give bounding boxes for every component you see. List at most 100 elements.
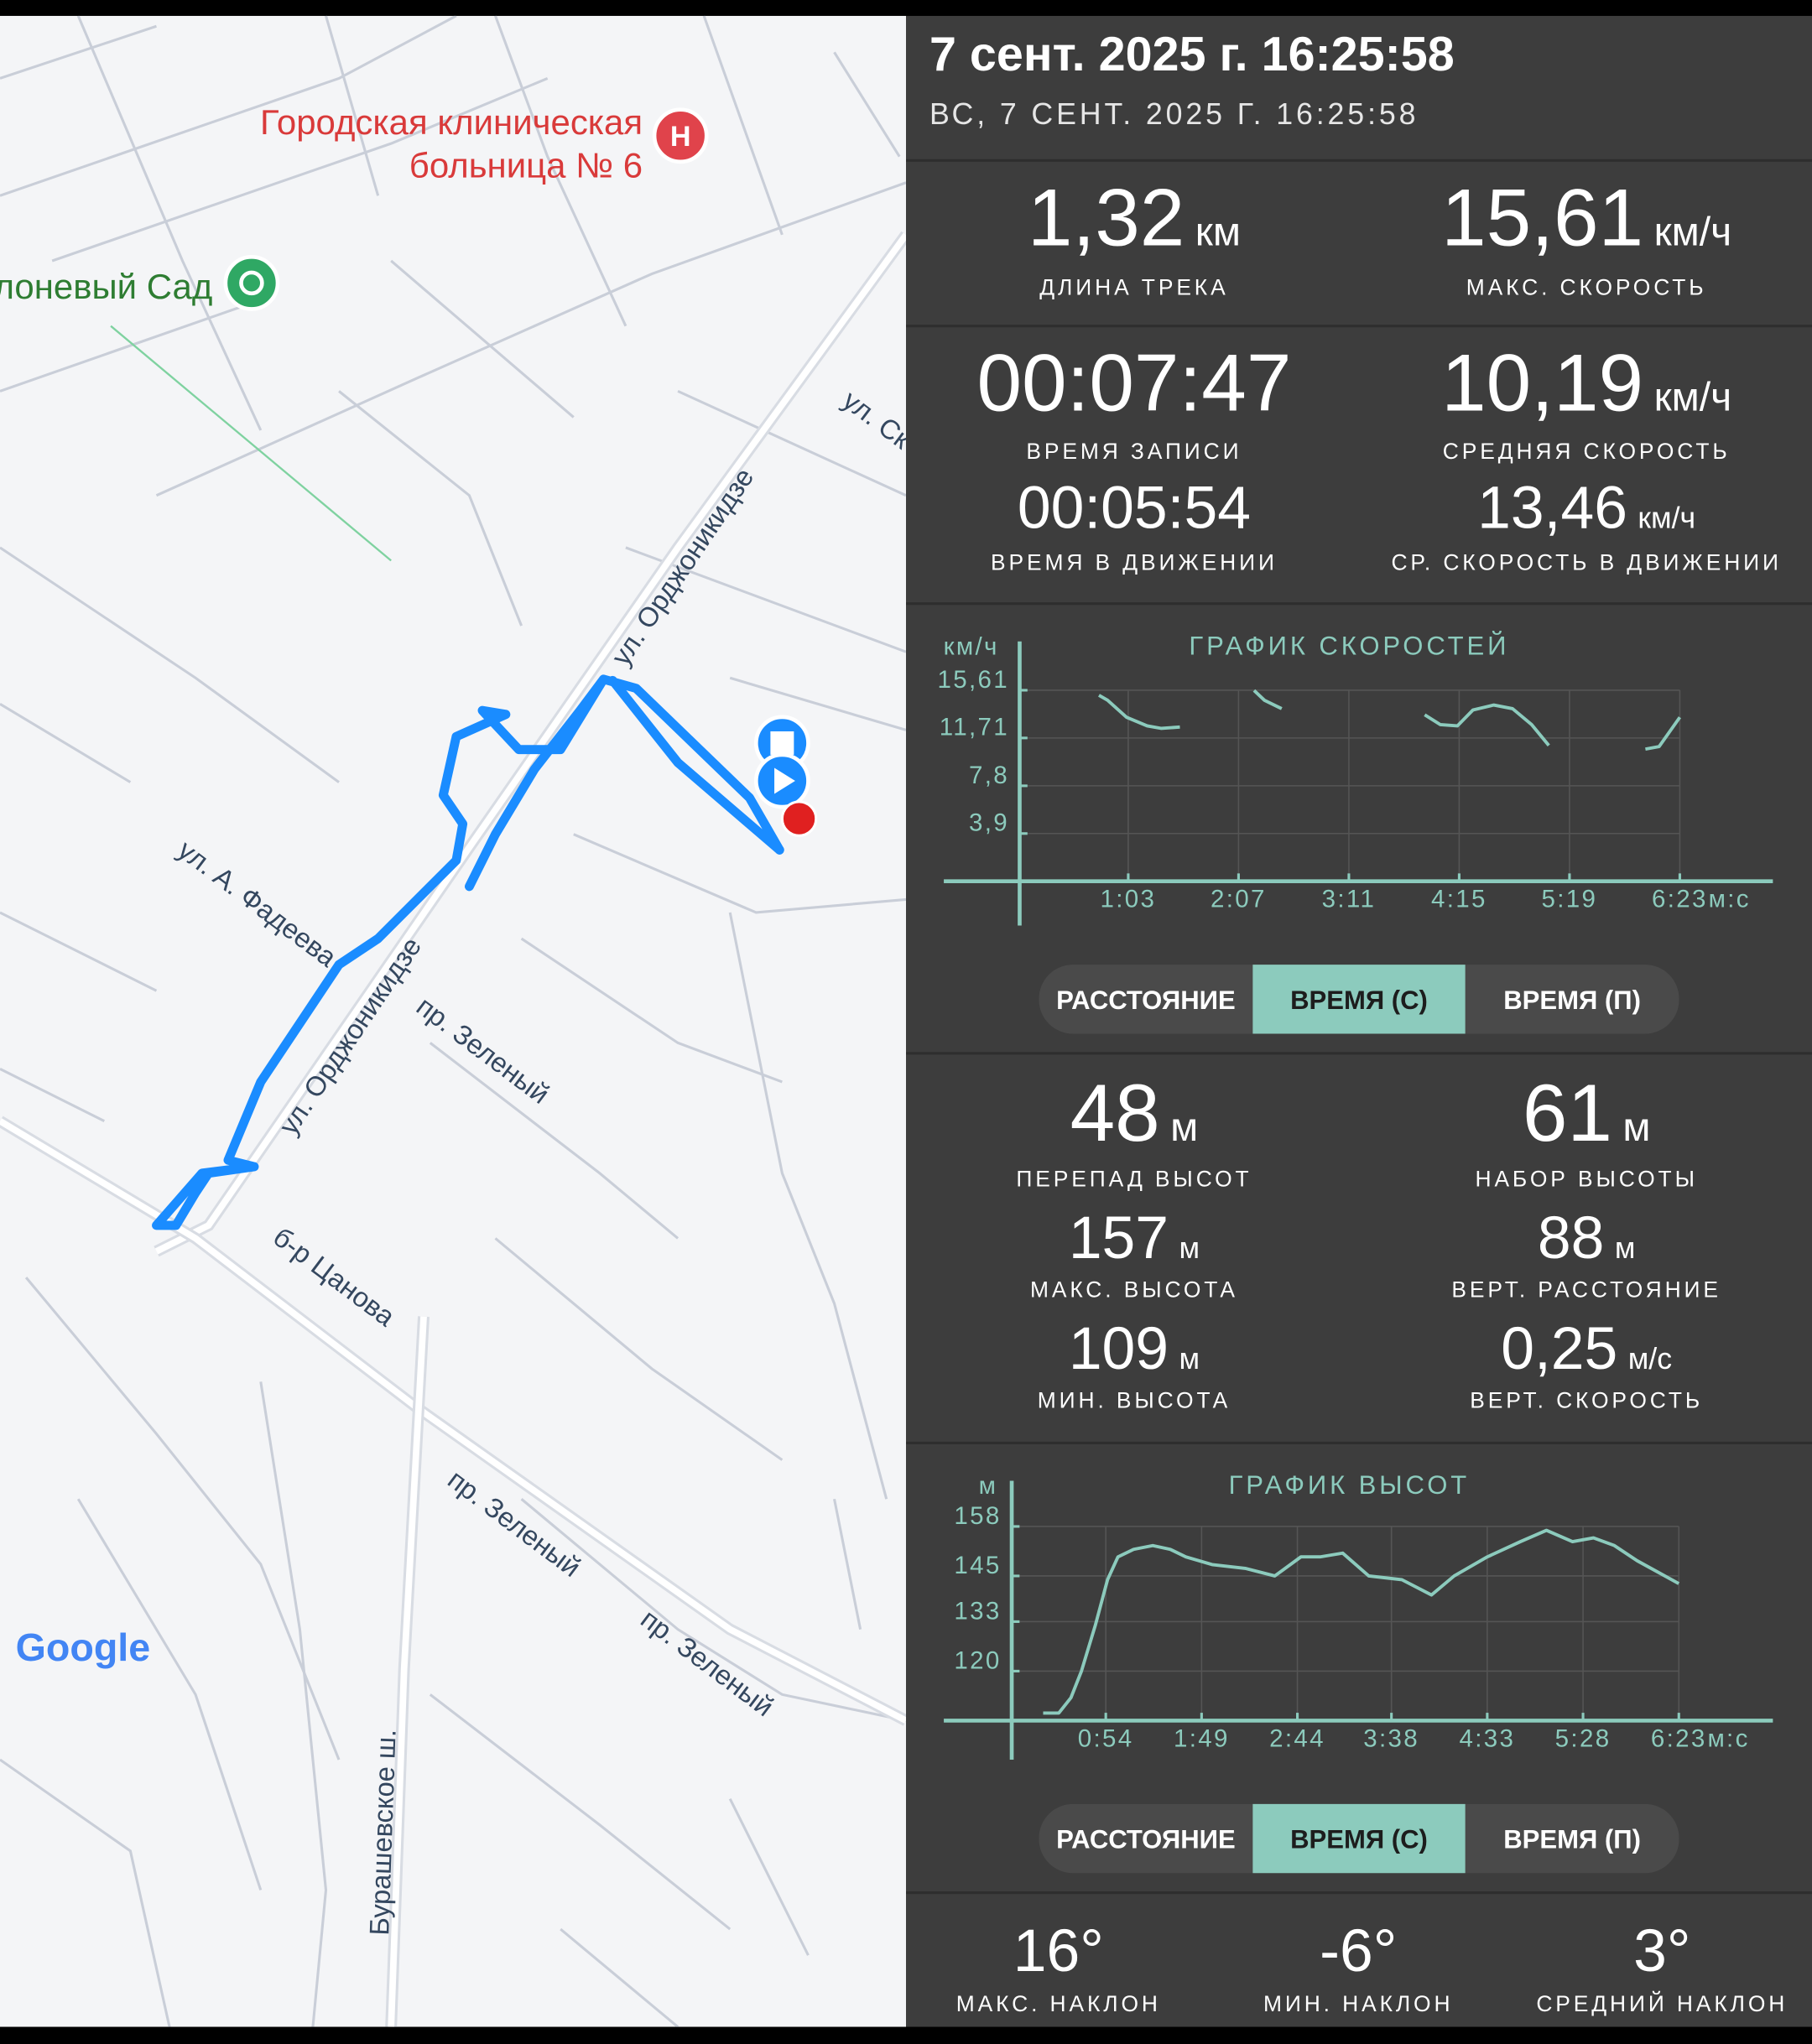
y-axis-label: м xyxy=(979,1472,998,1500)
stat-unit: км xyxy=(1195,209,1241,254)
stat-number: 3° xyxy=(1633,1917,1690,1984)
y-tick-label: 11,71 xyxy=(940,714,1009,741)
poi-label[interactable]: Городская клиническая xyxy=(260,102,643,142)
toggle-active[interactable] xyxy=(1252,965,1466,1034)
y-axis-label: км/ч xyxy=(944,632,999,660)
stat-label: МАКС. ВЫСОТА xyxy=(1030,1277,1238,1302)
hospital-icon-letter: H xyxy=(670,121,691,153)
stat-value: 13,46 км/ч xyxy=(1477,475,1695,542)
stat-number: 0,25 xyxy=(1501,1315,1617,1382)
stat-value: 3° xyxy=(1633,1917,1690,1984)
y-tick-label: 3,9 xyxy=(969,809,1009,837)
stat-label: ПЕРЕПАД ВЫСОТ xyxy=(1016,1166,1252,1191)
x-tick-label: 6:23 xyxy=(1651,1725,1707,1753)
track xyxy=(152,674,784,1230)
stat-number: 10,19 xyxy=(1441,339,1643,429)
stat-number: 00:05:54 xyxy=(1018,475,1251,542)
stat-unit: км/ч xyxy=(1654,375,1732,420)
stat-value: 61 м xyxy=(1523,1069,1651,1158)
stat-number: 15,61 xyxy=(1441,173,1643,263)
minor-roads xyxy=(0,14,907,2028)
stat-number: 109 xyxy=(1069,1315,1169,1382)
header-subtitle: ВС, 7 СЕНТ. 2025 Г. 16:25:58 xyxy=(929,97,1419,131)
stat-label: СРЕДНИЙ НАКЛОН xyxy=(1536,1991,1788,2016)
stat-value: 16° xyxy=(1013,1917,1104,1984)
stat-number: 13,46 xyxy=(1477,475,1627,542)
street-label: Бурашевское ш. xyxy=(363,1729,402,1936)
stop-icon xyxy=(770,731,794,755)
stat-value: 00:07:47 xyxy=(976,339,1291,429)
data-line xyxy=(1043,1528,1680,1715)
stat-label: ВРЕМЯ В ДВИЖЕНИИ xyxy=(991,549,1278,575)
y-tick-label: 7,8 xyxy=(969,762,1009,789)
y-tick-label: 158 xyxy=(954,1502,1001,1530)
x-tick-label: 4:33 xyxy=(1459,1725,1515,1753)
toggle-active[interactable] xyxy=(1252,1803,1466,1874)
y-tick-label: 120 xyxy=(954,1646,1001,1674)
x-tick-label: 1:03 xyxy=(1101,886,1157,913)
stat-number: -6° xyxy=(1320,1917,1397,1984)
stat-value: -6° xyxy=(1320,1917,1397,1984)
x-tick-label: 3:11 xyxy=(1322,886,1377,913)
stat-value: 48 м xyxy=(1070,1069,1199,1158)
header-title: 7 сент. 2025 г. 16:25:58 xyxy=(929,28,1455,81)
stat-label: МАКС. НАКЛОН xyxy=(956,1991,1161,2016)
stat-label: МИН. НАКЛОН xyxy=(1263,1991,1453,2016)
position-marker[interactable] xyxy=(780,800,818,837)
status-bar xyxy=(0,0,1812,16)
stat-label: ВРЕМЯ ЗАПИСИ xyxy=(1026,439,1242,464)
y-tick-label: 133 xyxy=(954,1597,1001,1625)
stat-value: 1,32 км xyxy=(1028,173,1241,263)
stat-label: ВЕРТ. СКОРОСТЬ xyxy=(1470,1387,1703,1412)
stat-value: 15,61 км/ч xyxy=(1441,173,1731,263)
x-tick-label: 5:28 xyxy=(1555,1725,1612,1753)
poi-label[interactable]: больница № 6 xyxy=(409,146,643,185)
toggle-button[interactable]: ВРЕМЯ (П) xyxy=(1503,986,1641,1015)
x-tick-label: 2:07 xyxy=(1211,886,1267,913)
stat-label: НАБОР ВЫСОТЫ xyxy=(1475,1166,1697,1191)
stat-label: СР. СКОРОСТЬ В ДВИЖЕНИИ xyxy=(1391,549,1781,575)
x-tick-label: 3:38 xyxy=(1363,1725,1419,1753)
stat-label: СРЕДНЯЯ СКОРОСТЬ xyxy=(1443,439,1731,464)
toggle-button[interactable]: РАССТОЯНИЕ xyxy=(1056,986,1236,1015)
x-tick-label: 4:15 xyxy=(1431,886,1487,913)
data-line xyxy=(1098,689,1682,752)
stat-unit: м xyxy=(1179,1231,1200,1265)
track-segment xyxy=(607,675,784,855)
y-tick-label: 15,61 xyxy=(938,666,1010,694)
stat-value: 157 м xyxy=(1069,1204,1200,1272)
stat-number: 00:07:47 xyxy=(976,339,1291,429)
stat-number: 16° xyxy=(1013,1917,1104,1984)
x-tick-label: 1:49 xyxy=(1174,1725,1230,1753)
x-tick-label: 5:19 xyxy=(1542,886,1598,913)
chart-title: ГРАФИК СКОРОСТЕЙ xyxy=(1189,630,1509,660)
toggle-button[interactable]: ВРЕМЯ (С) xyxy=(1290,986,1428,1015)
park-icon[interactable] xyxy=(223,254,280,311)
map-background xyxy=(0,15,906,2027)
toggle-button[interactable]: РАССТОЯНИЕ xyxy=(1056,1825,1236,1854)
poi-label[interactable]: лоневый Сад xyxy=(0,267,212,306)
map[interactable]: H Городская клиническая больница № 6 лон… xyxy=(0,14,917,2028)
stat-value: 88 м xyxy=(1538,1204,1636,1272)
hospital-icon[interactable] xyxy=(652,107,709,164)
stat-unit: м xyxy=(1179,1342,1200,1376)
stat-unit: м xyxy=(1615,1231,1636,1265)
stat-value: 109 м xyxy=(1069,1315,1200,1382)
stat-unit: м xyxy=(1170,1105,1198,1150)
stat-number: 48 xyxy=(1070,1069,1160,1158)
stat-value: 00:05:54 xyxy=(1018,475,1251,542)
stat-label: МАКС. СКОРОСТЬ xyxy=(1466,274,1707,299)
stat-label: ВЕРТ. РАССТОЯНИЕ xyxy=(1451,1277,1721,1302)
play-icon xyxy=(774,767,795,794)
toggle-button[interactable]: ВРЕМЯ (П) xyxy=(1503,1825,1641,1854)
stat-number: 157 xyxy=(1069,1204,1169,1272)
map-logo: Google xyxy=(16,1625,151,1669)
toggle-button[interactable]: ВРЕМЯ (С) xyxy=(1290,1825,1428,1854)
stat-number: 61 xyxy=(1523,1069,1612,1158)
stat-unit: м xyxy=(1622,1105,1650,1150)
stat-unit: м/с xyxy=(1628,1342,1672,1376)
chart-title: ГРАФИК ВЫСОТ xyxy=(1229,1470,1471,1500)
y-tick-label: 145 xyxy=(954,1552,1001,1579)
